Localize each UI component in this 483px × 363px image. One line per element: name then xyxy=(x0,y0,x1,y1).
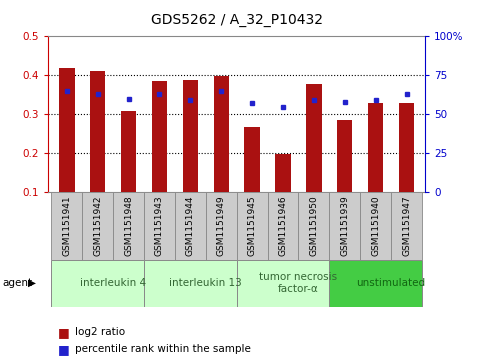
Bar xyxy=(298,192,329,260)
Text: GSM1151949: GSM1151949 xyxy=(217,196,226,256)
Text: GSM1151944: GSM1151944 xyxy=(186,196,195,256)
Text: interleukin 4: interleukin 4 xyxy=(80,278,146,288)
Text: GSM1151950: GSM1151950 xyxy=(310,195,318,256)
Text: GSM1151939: GSM1151939 xyxy=(340,195,349,256)
Bar xyxy=(237,260,329,307)
Bar xyxy=(213,76,229,192)
Text: ■: ■ xyxy=(58,326,70,339)
Text: agent: agent xyxy=(2,278,32,288)
Text: GSM1151948: GSM1151948 xyxy=(124,196,133,256)
Bar xyxy=(275,154,291,192)
Bar xyxy=(306,84,322,192)
Bar xyxy=(51,260,144,307)
Bar xyxy=(82,192,113,260)
Bar xyxy=(329,260,422,307)
Bar xyxy=(144,192,175,260)
Bar xyxy=(206,192,237,260)
Text: unstimulated: unstimulated xyxy=(356,278,426,288)
Text: GSM1151943: GSM1151943 xyxy=(155,196,164,256)
Text: GSM1151940: GSM1151940 xyxy=(371,196,380,256)
Text: percentile rank within the sample: percentile rank within the sample xyxy=(75,344,251,354)
Text: GSM1151945: GSM1151945 xyxy=(248,196,256,256)
Bar xyxy=(121,111,136,192)
Bar xyxy=(391,192,422,260)
Bar xyxy=(244,127,260,192)
Text: GDS5262 / A_32_P10432: GDS5262 / A_32_P10432 xyxy=(151,13,323,27)
Text: interleukin 13: interleukin 13 xyxy=(170,278,242,288)
Text: GSM1151946: GSM1151946 xyxy=(279,196,287,256)
Bar xyxy=(51,192,82,260)
Bar xyxy=(175,192,206,260)
Bar xyxy=(337,120,353,192)
Text: ■: ■ xyxy=(58,343,70,356)
Bar xyxy=(237,192,268,260)
Bar xyxy=(152,81,167,192)
Bar xyxy=(360,192,391,260)
Bar xyxy=(183,79,198,192)
Bar xyxy=(368,103,384,192)
Text: GSM1151942: GSM1151942 xyxy=(93,196,102,256)
Text: ▶: ▶ xyxy=(28,278,36,288)
Text: GSM1151947: GSM1151947 xyxy=(402,196,411,256)
Bar xyxy=(113,192,144,260)
Text: log2 ratio: log2 ratio xyxy=(75,327,125,337)
Bar xyxy=(144,260,237,307)
Text: tumor necrosis
factor-α: tumor necrosis factor-α xyxy=(259,272,338,294)
Text: GSM1151941: GSM1151941 xyxy=(62,196,71,256)
Bar xyxy=(59,68,74,192)
Bar xyxy=(329,192,360,260)
Bar xyxy=(268,192,298,260)
Bar xyxy=(399,103,414,192)
Bar xyxy=(90,72,105,192)
